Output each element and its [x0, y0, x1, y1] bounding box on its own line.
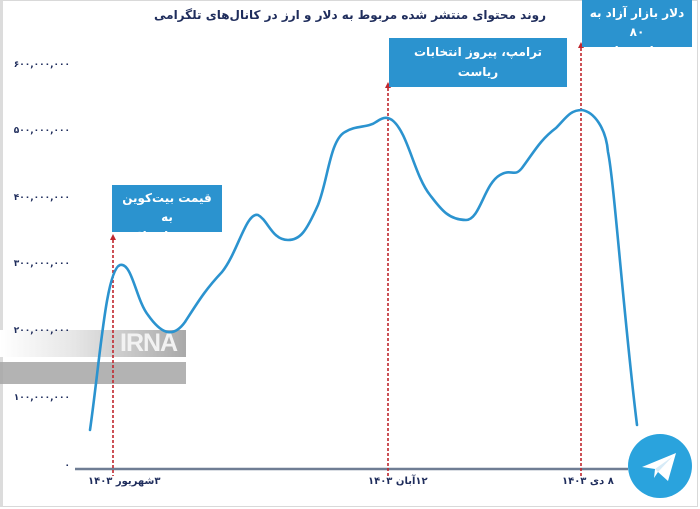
y-tick-400m: ۴۰۰,۰۰۰,۰۰۰	[13, 193, 70, 203]
callout-bitcoin-line2: ۶۳ هزار دلار رسید	[131, 229, 203, 262]
y-tick-600m: ۶۰۰,۰۰۰,۰۰۰	[13, 60, 70, 70]
irna-watermark-band	[0, 330, 186, 357]
x-tick-dey: ۸ دی ۱۴۰۳	[562, 476, 614, 487]
paper-plane-icon	[642, 453, 676, 481]
callout-trump: ترامپ، پیروز انتخابات ریاست جمهوری ایالا…	[389, 38, 567, 99]
y-tick-100m: ۱۰۰,۰۰۰,۰۰۰	[13, 393, 70, 403]
callout-trump-line2: جمهوری ایالات متحده شد	[402, 85, 554, 99]
irna-watermark-logo: IRNA	[120, 329, 178, 357]
y-tick-0: ۰	[64, 461, 71, 471]
chart-title: روند محتوای منتشر شده مربوط به دلار و ار…	[154, 8, 546, 22]
callout-bitcoin-line1: قیمت بیت‌کوین به	[122, 191, 212, 224]
x-tick-shahrivar: ۳شهریور ۱۴۰۳	[88, 476, 161, 487]
y-tick-500m: ۵۰۰,۰۰۰,۰۰۰	[13, 126, 70, 136]
callout-bitcoin: قیمت بیت‌کوین به ۶۳ هزار دلار رسید	[112, 185, 222, 262]
callout-dollar-line1: دلار بازار آزاد به ۸۰	[589, 6, 685, 39]
x-tick-aban: ۱۲آبان ۱۴۰۳	[368, 476, 428, 487]
y-tick-200m: ۲۰۰,۰۰۰,۰۰۰	[13, 326, 70, 336]
callout-dollar: دلار بازار آزاد به ۸۰ هزار تومان رسید	[582, 0, 692, 77]
y-tick-300m: ۳۰۰,۰۰۰,۰۰۰	[13, 259, 70, 269]
irna-watermark-bar	[0, 362, 186, 384]
telegram-logo-icon	[628, 434, 692, 498]
callout-trump-line1: ترامپ، پیروز انتخابات ریاست	[413, 45, 543, 79]
data-series-line	[88, 108, 639, 432]
marker-arrow-shahrivar	[110, 234, 116, 240]
callout-dollar-line2: هزار تومان رسید	[604, 44, 670, 77]
